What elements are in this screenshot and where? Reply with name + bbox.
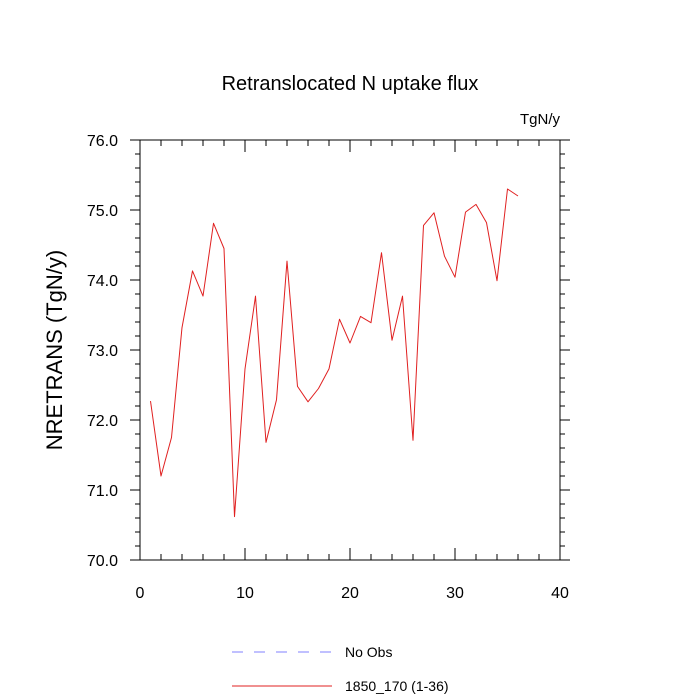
units-label: TgN/y bbox=[520, 111, 561, 128]
legend-label: No Obs bbox=[345, 644, 392, 660]
legend: No Obs 1850_170 (1-36) bbox=[232, 644, 449, 694]
legend-label: 1850_170 (1-36) bbox=[345, 678, 449, 694]
x-tick-label: 30 bbox=[446, 585, 464, 602]
y-tick-label: 76.0 bbox=[87, 133, 118, 150]
y-tick-label: 73.0 bbox=[87, 343, 118, 360]
x-tick-label: 0 bbox=[136, 585, 145, 602]
plot-frame bbox=[139, 139, 561, 561]
chart-title: Retranslocated N uptake flux bbox=[222, 73, 479, 95]
y-tick-label: 71.0 bbox=[87, 483, 118, 500]
y-axis-label: NRETRANS (TgN/y) bbox=[42, 250, 67, 450]
series-layer bbox=[150, 188, 519, 518]
y-tick-label: 70.0 bbox=[87, 553, 118, 570]
x-tick-label: 40 bbox=[551, 585, 569, 602]
axis-tick-labels: 0 10 20 30 40 70.0 71.0 72.0 73.0 74.0 75.0 76.0 bbox=[87, 133, 569, 602]
y-tick-label: 75.0 bbox=[87, 203, 118, 220]
x-tick-label: 20 bbox=[341, 585, 359, 602]
axis-ticks bbox=[130, 139, 570, 561]
series-line bbox=[150, 188, 519, 518]
y-tick-label: 72.0 bbox=[87, 413, 118, 430]
y-tick-label: 74.0 bbox=[87, 273, 118, 290]
x-tick-label: 10 bbox=[236, 585, 254, 602]
